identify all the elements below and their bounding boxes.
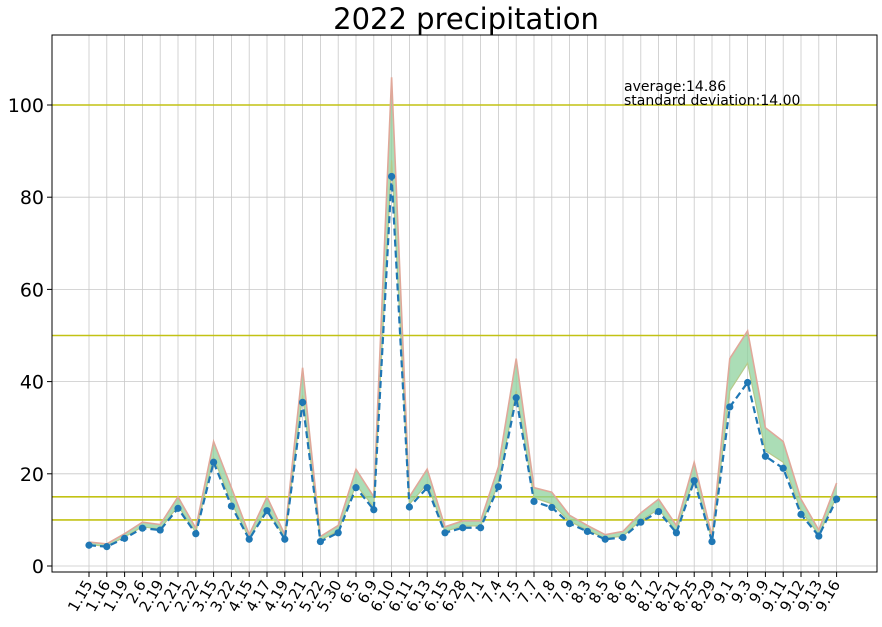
data-point — [281, 535, 289, 543]
y-axis-ticks: 0 20 40 60 80 100 — [8, 95, 52, 578]
data-point — [708, 537, 716, 546]
data-point — [210, 458, 218, 466]
data-point — [655, 508, 663, 516]
data-point — [744, 378, 752, 387]
data-point — [833, 495, 841, 503]
data-point — [530, 497, 538, 506]
y-tick-label: 100 — [8, 95, 44, 117]
data-point — [103, 543, 111, 551]
y-tick-label: 80 — [20, 187, 44, 209]
reference-lines — [52, 104, 877, 521]
y-tick-label: 40 — [20, 372, 44, 394]
data-point — [227, 502, 235, 510]
data-point — [388, 172, 396, 181]
data-point — [85, 541, 93, 549]
data-point — [726, 403, 734, 411]
data-point — [423, 484, 431, 492]
data-point — [299, 398, 307, 406]
average-annotation: average:14.86 — [624, 79, 726, 95]
data-point — [601, 535, 609, 543]
data-point — [566, 519, 574, 528]
data-point — [512, 394, 520, 402]
data-point — [494, 483, 502, 491]
data-point — [316, 537, 324, 546]
data-point — [405, 503, 413, 511]
data-point — [583, 527, 592, 536]
data-point — [245, 535, 253, 543]
data-point — [441, 529, 449, 537]
data-point — [334, 529, 342, 537]
data-point — [263, 507, 271, 515]
y-tick-label: 0 — [32, 556, 44, 578]
data-point — [672, 529, 681, 537]
data-point — [192, 530, 200, 538]
data-point — [779, 464, 787, 472]
data-point — [619, 533, 627, 542]
data-point — [815, 532, 823, 540]
data-point — [761, 452, 770, 460]
data-point — [121, 534, 129, 542]
data-point — [548, 503, 556, 512]
data-point — [477, 524, 485, 532]
data-point — [370, 506, 378, 514]
data-point — [156, 526, 164, 534]
data-point — [797, 510, 805, 518]
chart-title: 2022 precipitation — [333, 2, 599, 36]
plot-frame — [51, 34, 878, 573]
data-point — [352, 484, 360, 492]
y-tick-label: 20 — [20, 464, 44, 486]
data-point — [174, 504, 182, 512]
data-point — [459, 524, 467, 532]
grid — [52, 35, 877, 572]
x-axis-ticks: 1.151.161.192.62.192.212.223.153.224.154… — [64, 572, 844, 615]
data-point — [138, 524, 146, 532]
std-annotation: standard deviation:14.00 — [624, 93, 800, 109]
data-point — [690, 477, 698, 485]
data-points — [85, 172, 841, 551]
data-point — [637, 518, 645, 526]
y-tick-label: 60 — [20, 279, 44, 301]
